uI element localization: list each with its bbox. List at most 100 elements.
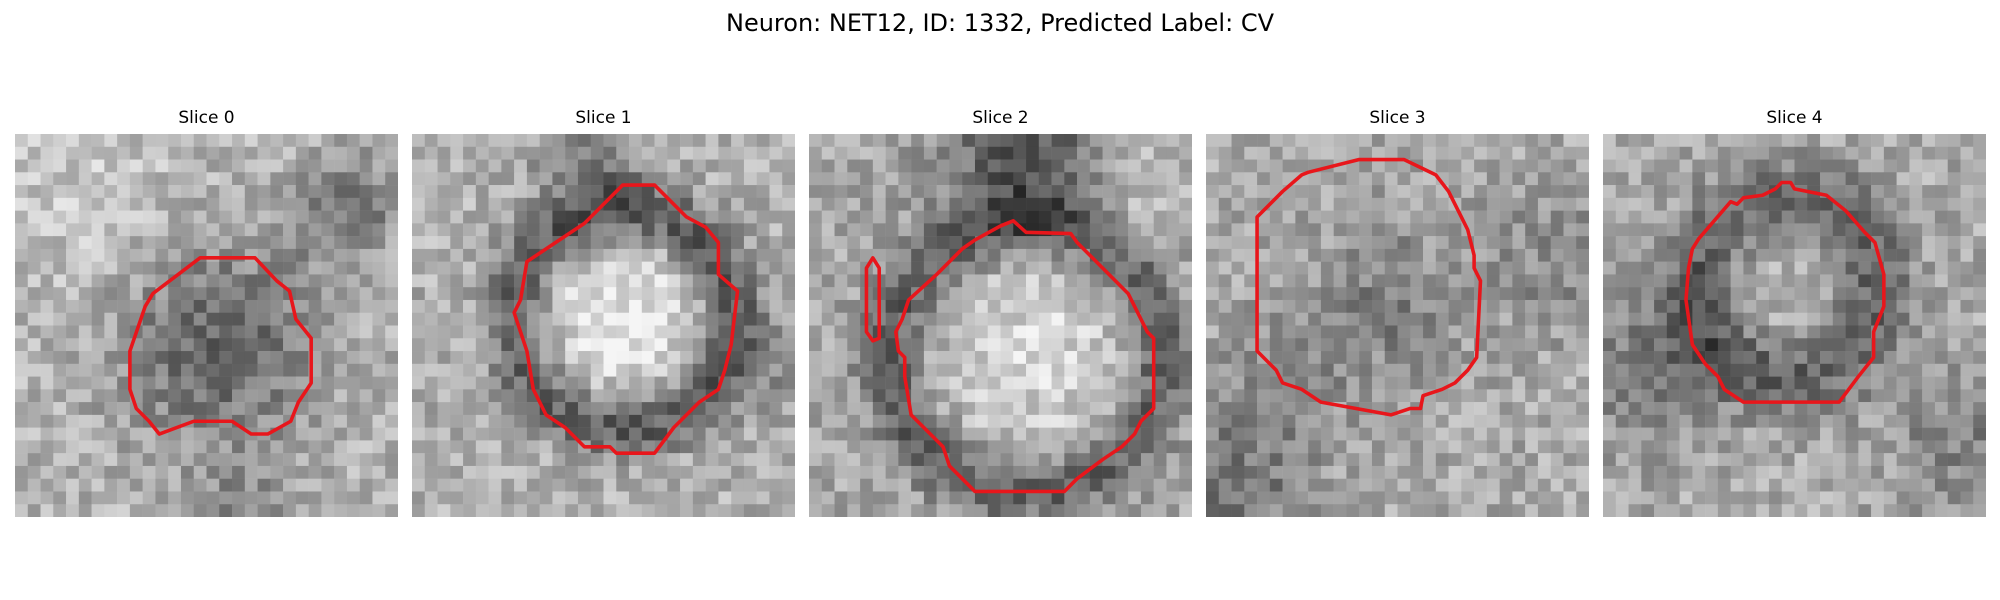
image-pixel [1051, 210, 1065, 224]
image-pixel [1000, 261, 1014, 275]
image-pixel [117, 172, 131, 186]
image-pixel [270, 159, 284, 173]
image-pixel [53, 134, 67, 148]
image-pixel [129, 261, 143, 275]
image-pixel [1013, 402, 1027, 416]
image-pixel [923, 299, 937, 313]
image-pixel [450, 159, 464, 173]
image-pixel [104, 376, 118, 390]
image-pixel [565, 134, 579, 148]
image-pixel [1038, 172, 1052, 186]
image-pixel [1603, 504, 1617, 517]
image-pixel [15, 223, 29, 237]
image-pixel [27, 248, 41, 262]
image-pixel [1320, 299, 1334, 313]
image-pixel [1051, 236, 1065, 250]
image-pixel [1960, 299, 1974, 313]
image-pixel [1794, 491, 1808, 505]
image-pixel [629, 478, 643, 492]
image-pixel [142, 465, 156, 479]
image-pixel [565, 159, 579, 173]
image-pixel [526, 402, 540, 416]
image-pixel [641, 185, 655, 199]
image-pixel [1153, 210, 1167, 224]
image-pixel [1423, 325, 1437, 339]
image-pixel [1423, 504, 1437, 517]
image-pixel [974, 197, 988, 211]
image-pixel [412, 159, 426, 173]
image-pixel [244, 261, 258, 275]
image-pixel [450, 325, 464, 339]
image-pixel [1820, 376, 1834, 390]
image-pixel [463, 376, 477, 390]
image-pixel [1922, 402, 1936, 416]
image-pixel [1794, 134, 1808, 148]
image-pixel [603, 261, 617, 275]
image-pixel [129, 440, 143, 454]
image-pixel [539, 185, 553, 199]
image-pixel [1947, 159, 1961, 173]
image-pixel [1064, 338, 1078, 352]
slice-title-3: Slice 3 [1369, 108, 1426, 128]
image-pixel [860, 197, 874, 211]
image-pixel [1960, 325, 1974, 339]
image-pixel [705, 453, 719, 467]
image-pixel [1820, 453, 1834, 467]
image-pixel [809, 185, 823, 199]
image-pixel [270, 236, 284, 250]
image-pixel [1410, 261, 1424, 275]
image-pixel [1730, 261, 1744, 275]
image-pixel [1257, 287, 1271, 301]
image-pixel [450, 427, 464, 441]
image-pixel [1206, 312, 1220, 326]
image-pixel [1883, 427, 1897, 441]
image-pixel [1371, 351, 1385, 365]
image-pixel [680, 236, 694, 250]
image-pixel [372, 414, 386, 428]
image-pixel [743, 159, 757, 173]
image-pixel [1883, 299, 1897, 313]
image-pixel [66, 287, 80, 301]
image-pixel [1244, 134, 1258, 148]
image-pixel [1140, 159, 1154, 173]
image-pixel [129, 427, 143, 441]
image-pixel [1615, 236, 1629, 250]
image-pixel [1000, 338, 1014, 352]
image-pixel [769, 185, 783, 199]
image-pixel [1563, 274, 1577, 288]
image-pixel [1550, 402, 1564, 416]
image-pixel [257, 248, 271, 262]
image-pixel [412, 185, 426, 199]
image-pixel [463, 236, 477, 250]
image-pixel [1781, 146, 1795, 160]
image-pixel [424, 159, 438, 173]
image-pixel [1883, 134, 1897, 148]
image-pixel [641, 491, 655, 505]
image-pixel [1641, 414, 1655, 428]
image-pixel [78, 440, 92, 454]
image-pixel [1705, 338, 1719, 352]
image-pixel [949, 376, 963, 390]
image-pixel [731, 491, 745, 505]
image-pixel [27, 312, 41, 326]
image-pixel [1576, 440, 1589, 454]
image-pixel [1064, 363, 1078, 377]
image-pixel [257, 210, 271, 224]
image-pixel [424, 478, 438, 492]
image-pixel [1257, 440, 1271, 454]
image-pixel [962, 172, 976, 186]
image-pixel [756, 287, 770, 301]
image-pixel [1257, 491, 1271, 505]
image-pixel [834, 402, 848, 416]
image-pixel [974, 134, 988, 148]
image-pixel [1499, 261, 1513, 275]
slice-panel-4: Slice 4 [1603, 108, 1986, 517]
image-pixel [1896, 299, 1910, 313]
image-pixel [514, 185, 528, 199]
image-pixel [1550, 338, 1564, 352]
image-pixel [180, 389, 194, 403]
image-pixel [1743, 248, 1757, 262]
image-pixel [847, 287, 861, 301]
image-pixel [450, 223, 464, 237]
image-pixel [1499, 325, 1513, 339]
